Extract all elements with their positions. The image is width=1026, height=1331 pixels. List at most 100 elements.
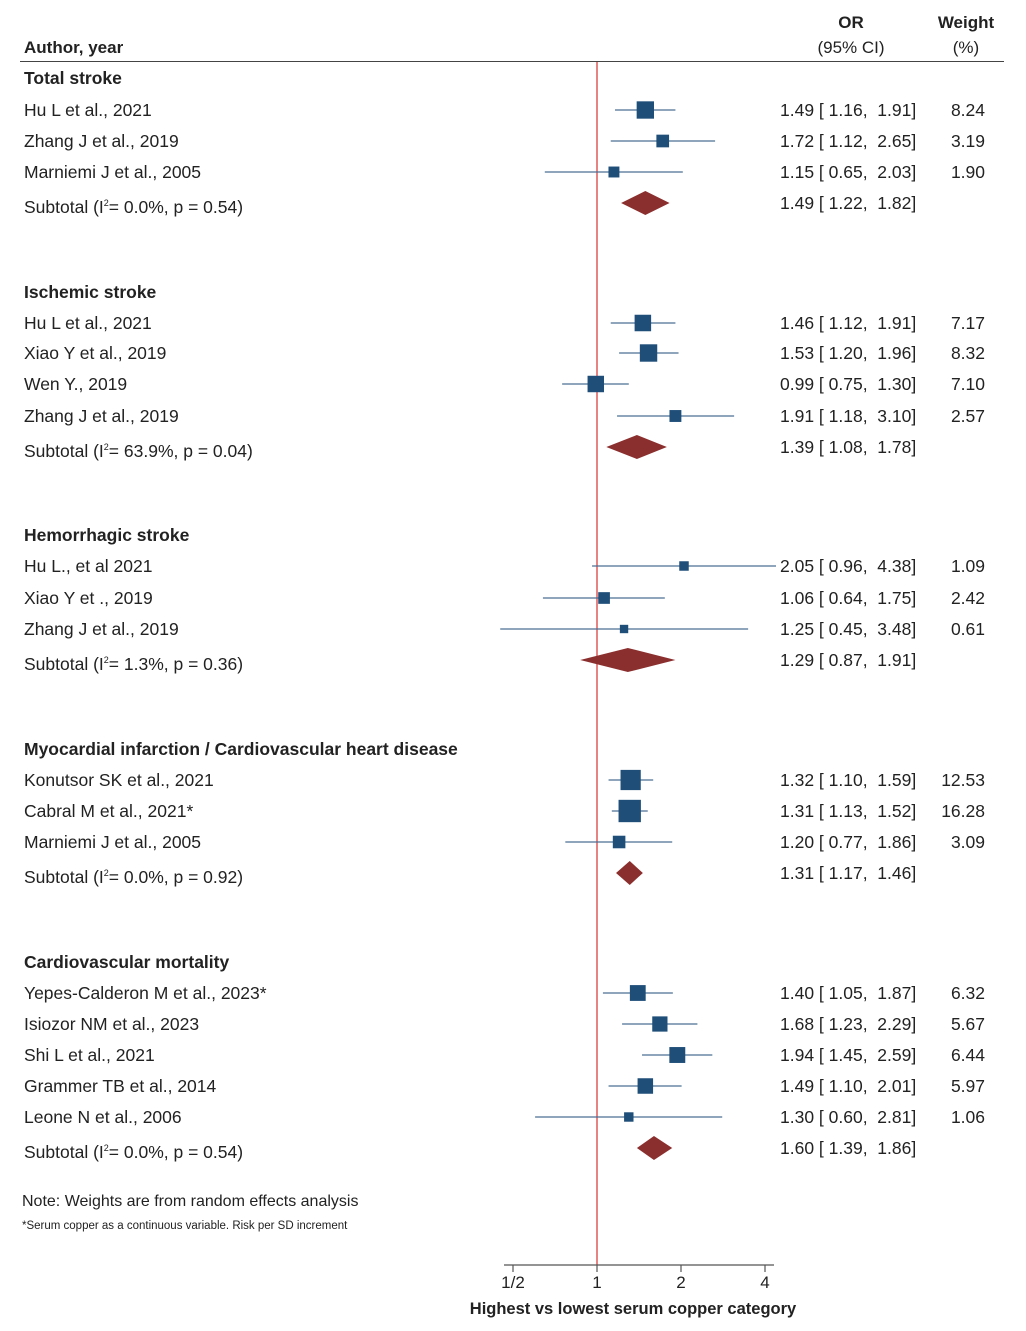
study-label: Isiozor NM et al., 2023: [24, 1014, 200, 1034]
or-ci-value: 1.40 [ 1.05, 1.87]: [780, 983, 917, 1003]
study-box: [587, 375, 605, 393]
weight-value: 5.67: [950, 1014, 985, 1034]
x-tick-label: 2: [676, 1273, 686, 1292]
study-row: Konutsor SK et al., 2021 1.32 [ 1.10, 1.5…: [0, 768, 1026, 792]
study-label: Cabral M et al., 2021*: [24, 801, 194, 821]
subtotal-diamond: [616, 861, 643, 885]
group-header-row: Cardiovascular mortality: [0, 950, 1026, 974]
or-ci-value: 1.31 [ 1.13, 1.52]: [780, 801, 917, 821]
or-ci-value: 1.60 [ 1.39, 1.86]: [780, 1138, 917, 1158]
weight-value: 1.09: [950, 556, 985, 576]
group-header-row: Hemorrhagic stroke: [0, 523, 1026, 547]
group-header-row: Total stroke: [0, 66, 1026, 90]
subtotal-row: Subtotal (I2= 0.0%, p = 0.54) 1.60 [ 1.39…: [0, 1136, 1026, 1162]
or-ci-value: 1.49 [ 1.22, 1.82]: [780, 193, 917, 213]
study-box: [624, 1112, 634, 1122]
subtotal-diamond: [580, 648, 676, 672]
weight-value: 3.19: [950, 131, 985, 151]
x-tick-label: 4: [760, 1273, 770, 1292]
study-box: [652, 1016, 668, 1032]
study-label: Marniemi J et al., 2005: [24, 832, 202, 852]
study-row: Grammer TB et al., 2014 1.49 [ 1.10, 2.01…: [0, 1074, 1026, 1098]
study-label: Yepes-Calderon M et al., 2023*: [24, 983, 267, 1003]
subtotal-row: Subtotal (I2= 0.0%, p = 0.92) 1.31 [ 1.17…: [0, 861, 1026, 887]
subtotal-label: Subtotal (I2= 63.9%, p = 0.04): [24, 441, 253, 461]
or-ci-value: 1.15 [ 0.65, 2.03]: [780, 162, 917, 182]
study-row: Zhang J et al., 2019 1.91 [ 1.18, 3.10] 2.…: [0, 404, 1026, 428]
subtotal-row: Subtotal (I2= 63.9%, p = 0.04) 1.39 [ 1.0…: [0, 435, 1026, 461]
study-label: Hu L et al., 2021: [24, 100, 152, 120]
or-ci-value: 0.99 [ 0.75, 1.30]: [780, 374, 917, 394]
header-rule: [20, 61, 1004, 62]
study-row: Cabral M et al., 2021* 1.31 [ 1.13, 1.52]…: [0, 799, 1026, 823]
header-ci: (95% CI): [817, 38, 885, 57]
weight-value: 8.32: [950, 343, 985, 363]
subtotal-label: Subtotal (I2= 0.0%, p = 0.54): [24, 197, 244, 217]
study-box: [598, 592, 610, 604]
study-box: [679, 561, 689, 571]
or-ci-value: 1.29 [ 0.87, 1.91]: [780, 650, 917, 670]
study-row: Marniemi J et al., 2005 1.20 [ 0.77, 1.86…: [0, 830, 1026, 854]
study-row: Marniemi J et al., 2005 1.15 [ 0.65, 2.03…: [0, 160, 1026, 184]
subtotal-diamond: [606, 435, 667, 459]
study-label: Zhang J et al., 2019: [24, 131, 179, 151]
subtotal-label: Subtotal (I2= 1.3%, p = 0.36): [24, 654, 244, 674]
or-ci-value: 1.32 [ 1.10, 1.59]: [780, 770, 917, 790]
study-label: Wen Y., 2019: [24, 374, 128, 394]
study-row: Hu L., et al 2021 2.05 [ 0.96, 4.38] 1.09: [0, 554, 1026, 578]
or-ci-value: 1.20 [ 0.77, 1.86]: [780, 832, 917, 852]
header-weight-unit: (%): [952, 38, 980, 57]
subtotal-label: Subtotal (I2= 0.0%, p = 0.54): [24, 1142, 244, 1162]
weight-value: 6.44: [950, 1045, 985, 1065]
subtotal-diamond: [636, 1136, 673, 1160]
subtotal-row: Subtotal (I2= 1.3%, p = 0.36) 1.29 [ 0.87…: [0, 648, 1026, 674]
weight-value: 8.24: [950, 100, 985, 120]
study-row: Zhang J et al., 2019 1.25 [ 0.45, 3.48] 0.…: [0, 617, 1026, 641]
study-label: Hu L., et al 2021: [24, 556, 153, 576]
study-label: Leone N et al., 2006: [24, 1107, 182, 1127]
study-box: [634, 314, 652, 332]
or-ci-value: 1.53 [ 1.20, 1.96]: [780, 343, 917, 363]
x-axis-label: Highest vs lowest serum copper category: [469, 1300, 797, 1318]
group-label: Ischemic stroke: [24, 282, 157, 302]
study-row: Hu L et al., 2021 1.49 [ 1.16, 1.91] 8.24: [0, 98, 1026, 122]
study-row: Wen Y., 2019 0.99 [ 0.75, 1.30] 7.10: [0, 372, 1026, 396]
weight-value: 3.09: [950, 832, 985, 852]
weight-value: 1.90: [950, 162, 985, 182]
study-label: Zhang J et al., 2019: [24, 406, 179, 426]
x-tick-label: 1/2: [501, 1273, 525, 1292]
study-label: Xiao Y et ., 2019: [24, 588, 153, 608]
weight-value: 0.61: [950, 619, 985, 639]
study-label: Marniemi J et al., 2005: [24, 162, 202, 182]
study-box: [618, 799, 641, 823]
or-ci-value: 1.72 [ 1.12, 2.65]: [780, 131, 917, 151]
or-ci-value: 1.06 [ 0.64, 1.75]: [780, 588, 917, 608]
weight-value: 5.97: [950, 1076, 985, 1096]
study-box: [608, 166, 620, 178]
subtotal-label: Subtotal (I2= 0.0%, p = 0.92): [24, 867, 244, 887]
group-label: Hemorrhagic stroke: [24, 525, 190, 545]
weight-value: 2.57: [950, 406, 985, 426]
study-box: [639, 344, 658, 362]
study-box: [612, 835, 626, 849]
study-row: Leone N et al., 2006 1.30 [ 0.60, 2.81] 1.…: [0, 1105, 1026, 1129]
study-box: [636, 101, 654, 119]
header-weight: Weight: [937, 13, 995, 32]
note-footnote: *Serum copper as a continuous variable. …: [22, 1220, 348, 1232]
study-box: [637, 1078, 654, 1094]
or-ci-value: 2.05 [ 0.96, 4.38]: [780, 556, 917, 576]
weight-value: 16.28: [941, 801, 985, 821]
study-label: Xiao Y et al., 2019: [24, 343, 167, 363]
group-label: Myocardial infarction / Cardiovascular h…: [24, 739, 458, 759]
study-label: Hu L et al., 2021: [24, 313, 152, 333]
header-author: Author, year: [24, 38, 124, 57]
group-label: Cardiovascular mortality: [24, 952, 230, 972]
or-ci-value: 1.30 [ 0.60, 2.81]: [780, 1107, 917, 1127]
group-header-row: Myocardial infarction / Cardiovascular h…: [0, 737, 1026, 761]
study-row: Shi L et al., 2021 1.94 [ 1.45, 2.59] 6.44: [0, 1043, 1026, 1067]
or-ci-value: 1.46 [ 1.12, 1.91]: [780, 313, 917, 333]
or-ci-value: 1.49 [ 1.10, 2.01]: [780, 1076, 917, 1096]
study-box: [620, 769, 641, 791]
weight-value: 12.53: [941, 770, 985, 790]
